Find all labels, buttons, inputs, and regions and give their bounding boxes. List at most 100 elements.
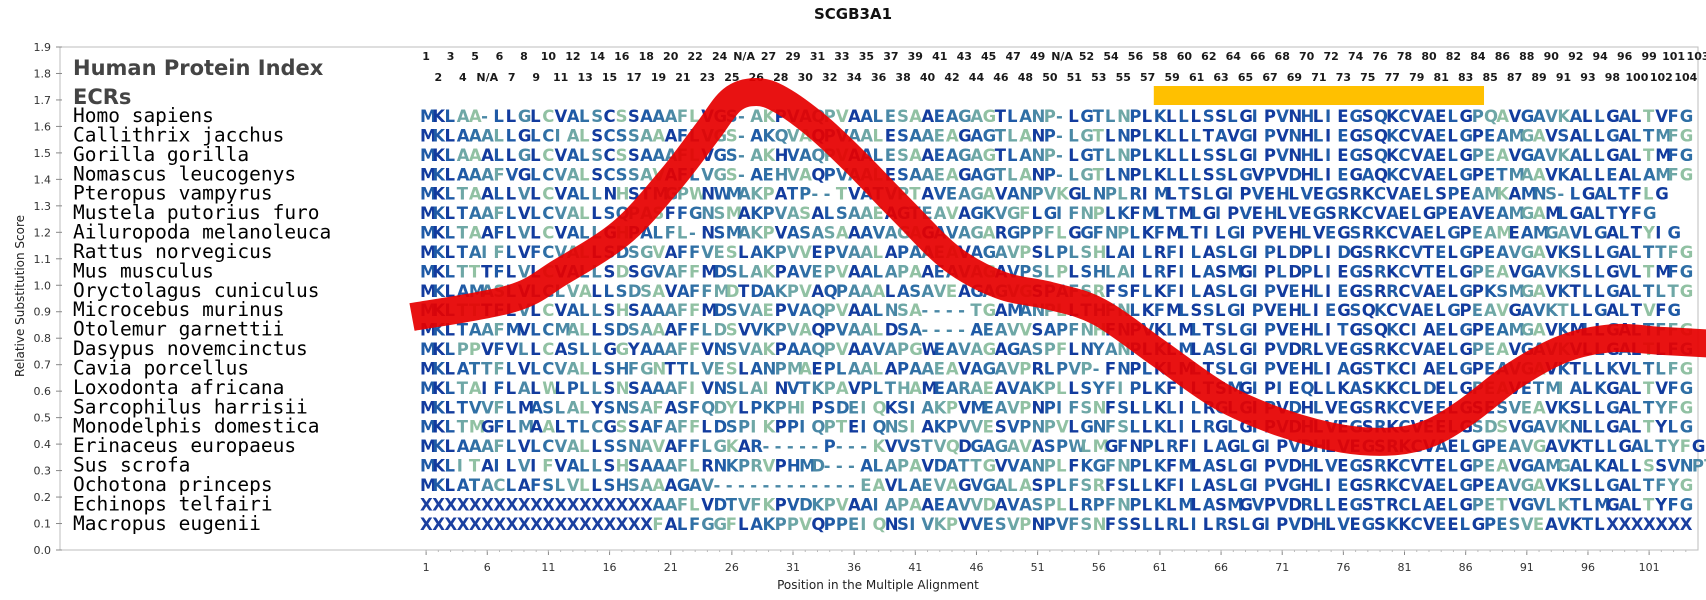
residue: P bbox=[469, 340, 481, 359]
residue: L bbox=[873, 457, 884, 476]
residue: - bbox=[921, 321, 928, 340]
residue: N bbox=[1032, 126, 1046, 145]
residue: L bbox=[1570, 185, 1581, 204]
residue: P bbox=[775, 515, 787, 534]
residue: X bbox=[493, 495, 506, 514]
residue: S bbox=[591, 165, 603, 184]
residue: G bbox=[1643, 204, 1657, 223]
residue: A bbox=[970, 107, 983, 126]
residue: A bbox=[860, 204, 873, 223]
residue: V bbox=[518, 457, 531, 476]
residue: V bbox=[518, 262, 531, 281]
residue: D bbox=[616, 321, 630, 340]
residue: I bbox=[481, 243, 487, 262]
residue: A bbox=[1496, 321, 1509, 340]
species-name: Monodelphis domestica bbox=[73, 415, 320, 438]
residue: L bbox=[506, 379, 517, 398]
residue: S bbox=[542, 476, 554, 495]
residue: V bbox=[701, 243, 714, 262]
residue: E bbox=[1435, 146, 1446, 165]
residue: L bbox=[1606, 185, 1617, 204]
residue: L bbox=[1142, 398, 1153, 417]
residue: S bbox=[1362, 379, 1374, 398]
residue: P bbox=[824, 301, 836, 320]
residue: G bbox=[1349, 457, 1363, 476]
residue: L bbox=[506, 359, 517, 378]
residue: F bbox=[493, 321, 504, 340]
species-name: Ochotona princeps bbox=[73, 473, 273, 496]
residue: D bbox=[836, 398, 850, 417]
residue: N bbox=[1080, 321, 1094, 340]
residue: A bbox=[665, 243, 678, 262]
residue: X bbox=[518, 515, 531, 534]
residue: G bbox=[1447, 301, 1461, 320]
residue: L bbox=[1227, 476, 1238, 495]
residue: G bbox=[1667, 224, 1681, 243]
residue: G bbox=[1680, 107, 1694, 126]
residue: A bbox=[921, 282, 934, 301]
residue: T bbox=[1570, 495, 1582, 514]
residue: L bbox=[444, 457, 455, 476]
residue: L bbox=[1166, 321, 1177, 340]
residue: A bbox=[1533, 418, 1546, 437]
residue: E bbox=[1484, 476, 1495, 495]
residue: A bbox=[946, 165, 959, 184]
residue: H bbox=[1313, 515, 1327, 534]
residue: I bbox=[530, 457, 536, 476]
residue: H bbox=[1276, 185, 1290, 204]
residue: - bbox=[860, 437, 867, 456]
residue: C bbox=[542, 107, 554, 126]
residue: V bbox=[1288, 204, 1301, 223]
residue: V bbox=[787, 243, 800, 262]
residue: L bbox=[1313, 321, 1324, 340]
residue: E bbox=[1337, 126, 1348, 145]
residue: V bbox=[701, 165, 714, 184]
residue: L bbox=[1129, 418, 1140, 437]
residue: P bbox=[1129, 126, 1141, 145]
residue: L bbox=[873, 321, 884, 340]
residue: K bbox=[1386, 379, 1400, 398]
residue: S bbox=[1032, 262, 1044, 281]
residue: Q bbox=[811, 165, 825, 184]
residue: L bbox=[518, 340, 529, 359]
residue: P bbox=[811, 398, 823, 417]
residue: A bbox=[1362, 165, 1375, 184]
residue: E bbox=[1337, 107, 1348, 126]
human-index-label: 85 bbox=[1482, 71, 1497, 84]
chart-title: SCGB3A1 bbox=[814, 5, 892, 23]
residue: L bbox=[652, 224, 663, 243]
residue: V bbox=[1508, 243, 1521, 262]
residue: A bbox=[860, 282, 873, 301]
human-index-label: 73 bbox=[1336, 71, 1351, 84]
human-index-label: 52 bbox=[1079, 50, 1094, 63]
residue: S bbox=[1215, 457, 1227, 476]
residue: K bbox=[1154, 457, 1168, 476]
residue: P bbox=[738, 418, 750, 437]
human-index-label: 91 bbox=[1556, 71, 1571, 84]
residue: V bbox=[799, 243, 812, 262]
residue: S bbox=[897, 321, 909, 340]
residue: N bbox=[1032, 515, 1046, 534]
residue: X bbox=[1643, 515, 1656, 534]
residue: S bbox=[1190, 185, 1202, 204]
residue: A bbox=[652, 146, 665, 165]
residue: M bbox=[1545, 457, 1561, 476]
residue: E bbox=[1484, 340, 1495, 359]
human-index-label: 72 bbox=[1323, 50, 1338, 63]
human-index-label: 56 bbox=[1128, 50, 1144, 63]
residue: G bbox=[714, 515, 728, 534]
residue: S bbox=[1215, 340, 1227, 359]
residue: G bbox=[1080, 418, 1094, 437]
residue: - bbox=[481, 107, 488, 126]
residue: L bbox=[1105, 204, 1116, 223]
residue: A bbox=[567, 321, 580, 340]
residue: P bbox=[1447, 185, 1459, 204]
y-tick-label: 1.7 bbox=[34, 94, 52, 107]
residue: V bbox=[1508, 418, 1521, 437]
residue: L bbox=[530, 165, 541, 184]
residue: N bbox=[1019, 185, 1033, 204]
residue: L bbox=[873, 243, 884, 262]
residue: P bbox=[897, 262, 909, 281]
residue: P bbox=[1227, 204, 1239, 223]
